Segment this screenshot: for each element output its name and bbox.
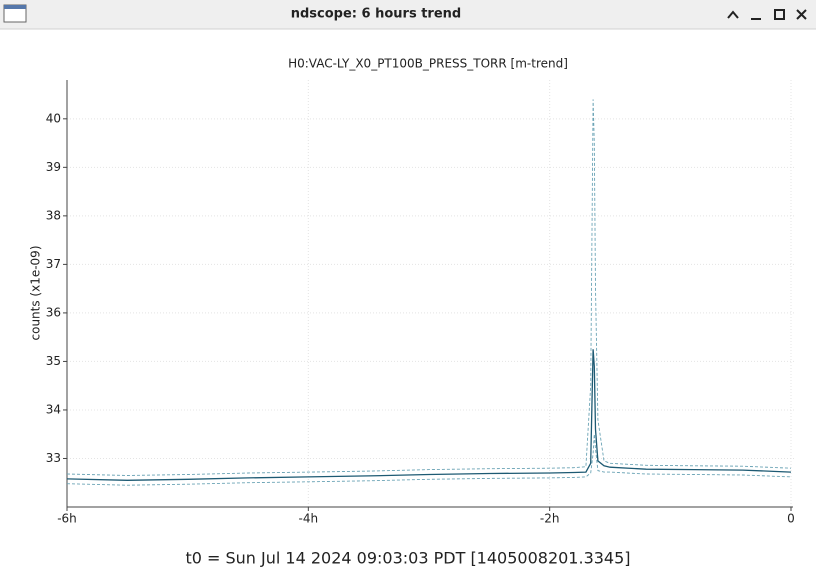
x-tick-label: -6h	[57, 512, 77, 526]
title-bar	[0, 0, 816, 29]
y-tick-label: 35	[46, 354, 61, 368]
y-tick-label: 40	[46, 111, 61, 125]
footer: t0 = Sun Jul 14 2024 09:03:03 PDT [14050…	[185, 549, 630, 568]
maximize-up-button[interactable]	[727, 10, 739, 19]
window-icon[interactable]	[3, 4, 27, 23]
icon-bar	[4, 5, 26, 9]
series-line	[66, 434, 792, 486]
y-tick-label: 39	[46, 160, 61, 174]
y-tick-label: 38	[46, 208, 61, 222]
y-axis-label: counts (x1e-09)	[29, 245, 43, 340]
chart-title: H0:VAC-LY_X0_PT100B_PRESS_TORR [m-trend]	[288, 57, 568, 71]
plot: 33 34 35 36 37 38 39 40 -6h -4h -2h 0	[46, 80, 795, 526]
x-tick-label: -4h	[299, 512, 319, 526]
series-line	[66, 99, 792, 476]
x-tick-label: 0	[787, 512, 795, 526]
close-button[interactable]	[796, 9, 807, 20]
maximize-button[interactable]	[774, 9, 785, 20]
y-tick-label: 37	[46, 257, 61, 271]
y-tick-label: 36	[46, 305, 61, 319]
series-line	[66, 349, 792, 481]
y-tick-label: 33	[46, 451, 61, 465]
x-tick-label: -2h	[540, 512, 560, 526]
window-title: ndscope: 6 hours trend	[291, 7, 461, 22]
y-tick-label: 34	[46, 402, 61, 416]
